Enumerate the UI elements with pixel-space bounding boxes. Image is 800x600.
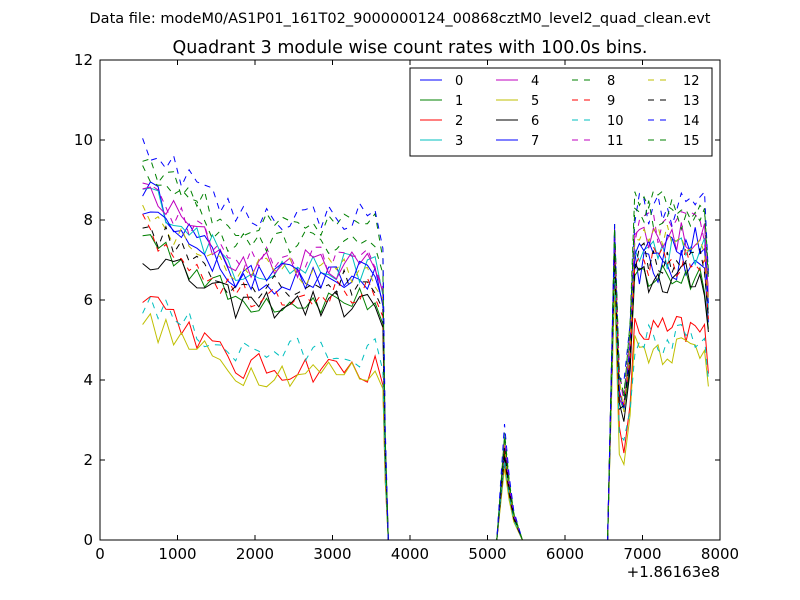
legend-label-1: 1	[455, 94, 463, 109]
y-tick-label: 10	[74, 131, 93, 149]
series-line-9	[142, 213, 709, 540]
legend-label-15: 15	[683, 134, 700, 149]
x-tick-label: 5000	[468, 545, 506, 563]
series-line-15	[142, 165, 709, 540]
legend-label-0: 0	[455, 74, 463, 89]
legend-label-10: 10	[607, 114, 624, 129]
series-line-14	[142, 138, 709, 540]
legend-label-12: 12	[683, 74, 700, 89]
x-tick-label: 2000	[236, 545, 274, 563]
x-tick-label: 0	[95, 545, 105, 563]
legend-label-9: 9	[607, 94, 615, 109]
axes: 0 1000 2000 3000 4000 5000 6000 7000 80000246810…	[74, 51, 739, 563]
series-line-3	[142, 187, 709, 540]
legend-label-14: 14	[683, 114, 700, 129]
legend-label-8: 8	[607, 74, 615, 89]
legend-label-5: 5	[531, 94, 539, 109]
plot-area	[142, 138, 709, 540]
series-line-4	[142, 186, 709, 540]
x-axis-offset-label: +1.86163e8	[627, 563, 720, 581]
x-tick-label: 3000	[313, 545, 351, 563]
x-tick-label: 7000	[623, 545, 661, 563]
series-line-13	[142, 225, 709, 540]
series-line-11	[142, 182, 709, 540]
x-tick-label: 1000	[158, 545, 196, 563]
series-line-12	[142, 204, 709, 540]
legend-label-13: 13	[683, 94, 700, 109]
y-tick-label: 6	[83, 291, 93, 309]
series-line-10	[142, 271, 709, 540]
legend-label-7: 7	[531, 134, 539, 149]
series-line-5	[142, 287, 709, 540]
series-line-6	[142, 258, 709, 540]
series-line-1	[142, 234, 709, 540]
x-tick-label: 8000	[701, 545, 739, 563]
series-line-2	[142, 275, 709, 540]
y-tick-label: 0	[83, 531, 93, 549]
x-tick-label: 6000	[546, 545, 584, 563]
series-line-0	[142, 181, 709, 540]
legend-label-4: 4	[531, 74, 539, 89]
y-tick-label: 12	[74, 51, 93, 69]
series-line-8	[142, 158, 709, 540]
y-tick-label: 4	[83, 371, 93, 389]
y-tick-label: 2	[83, 451, 93, 469]
chart-title: Quadrant 3 module wise count rates with …	[173, 38, 648, 58]
x-tick-label: 4000	[391, 545, 429, 563]
y-tick-label: 8	[83, 211, 93, 229]
legend-label-3: 3	[455, 134, 463, 149]
figure-suptitle: Data file: modeM0/AS1P01_161T02_90000001…	[90, 11, 711, 27]
series-line-7	[142, 211, 709, 540]
legend-box	[409, 67, 713, 157]
legend-label-2: 2	[455, 114, 463, 129]
legend-label-11: 11	[607, 134, 624, 149]
legend-label-6: 6	[531, 114, 539, 129]
